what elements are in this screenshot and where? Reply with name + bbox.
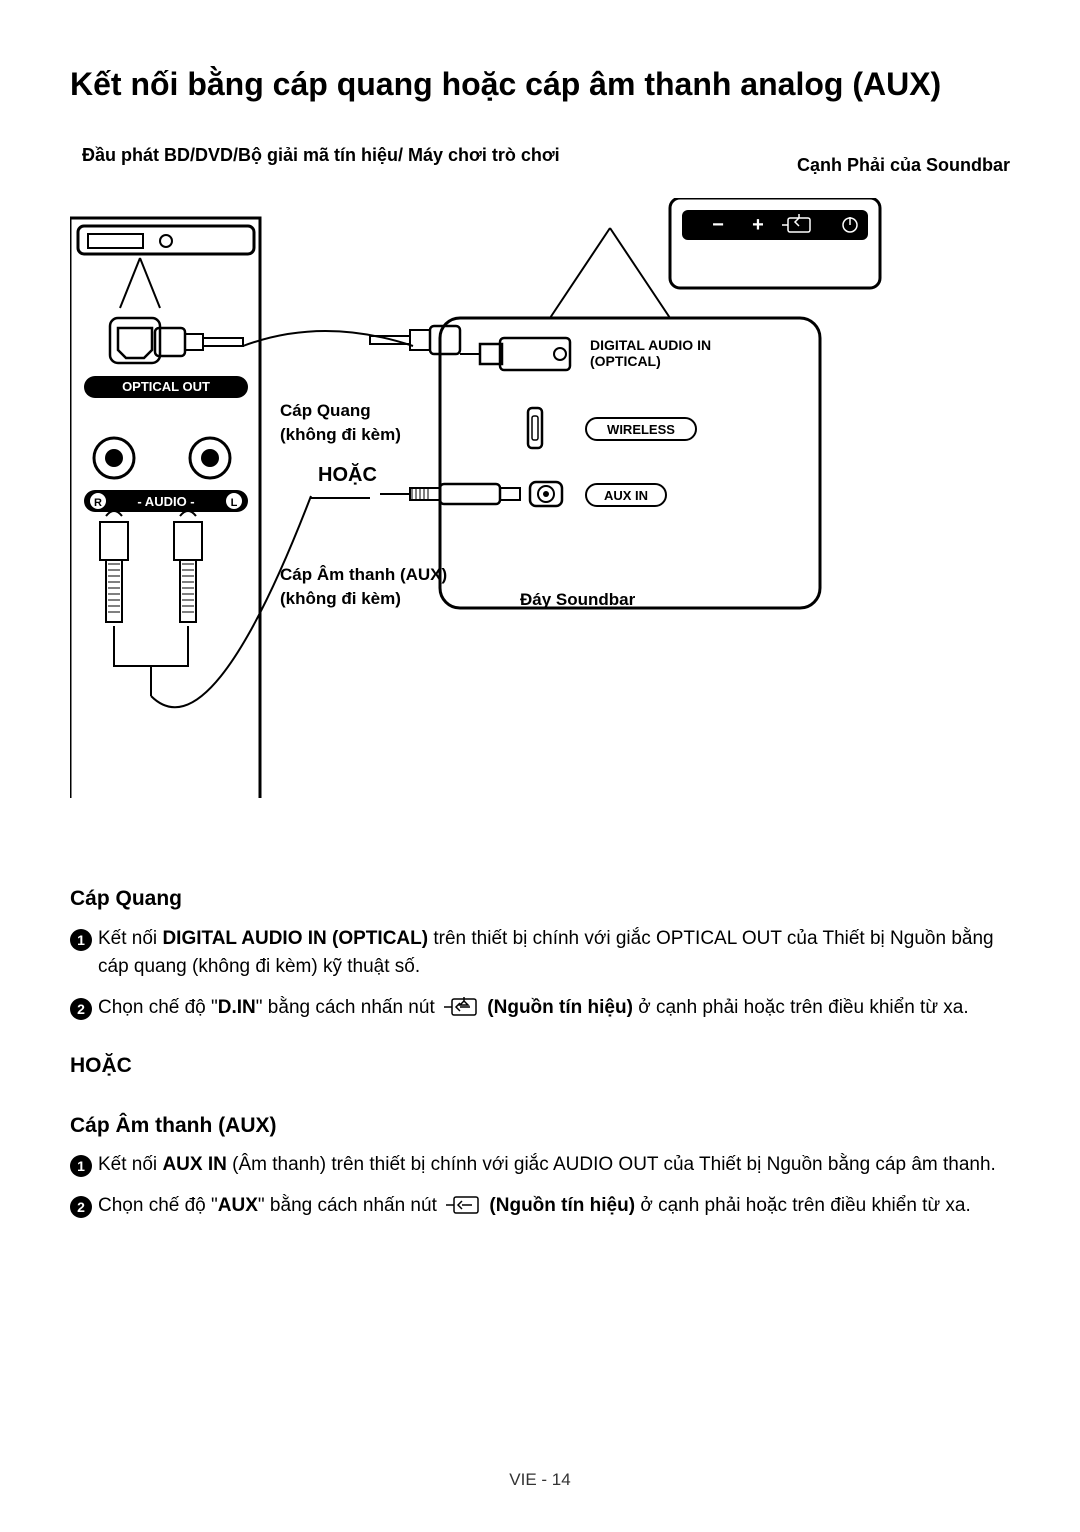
step-number-icon: 2: [70, 1196, 92, 1218]
connection-diagram: Đầu phát BD/DVD/Bộ giải mã tín hiệu/ Máy…: [70, 143, 1010, 763]
svg-text:AUX IN: AUX IN: [604, 488, 648, 503]
aux-section-heading: Cáp Âm thanh (AUX): [70, 1110, 1010, 1142]
source-device-label: Đầu phát BD/DVD/Bộ giải mã tín hiệu/ Máy…: [82, 143, 560, 168]
soundbar-bottom-panel-icon: DIGITAL AUDIO IN (OPTICAL) WIRELESS: [380, 318, 820, 608]
diagram-svg: OPTICAL OUT R L - AUDIO -: [70, 198, 1010, 798]
soundbar-right-label: Cạnh Phải của Soundbar: [797, 153, 1010, 178]
optical-steps-list: 1 Kết nối DIGITAL AUDIO IN (OPTICAL) trê…: [70, 925, 1010, 1023]
svg-text:R: R: [94, 497, 102, 509]
soundbar-side-panel-icon: − +: [670, 198, 880, 288]
optical-section-heading: Cáp Quang: [70, 883, 1010, 915]
step-number-icon: 2: [70, 998, 92, 1020]
aux-steps-list: 1 Kết nối AUX IN (Âm thanh) trên thiết b…: [70, 1151, 1010, 1220]
list-item: 2 Chọn chế độ "AUX" bằng cách nhấn nút (…: [70, 1192, 1010, 1221]
source-device-icon: OPTICAL OUT R L - AUDIO -: [70, 218, 260, 798]
source-button-icon: [446, 1195, 480, 1215]
step-number-icon: 1: [70, 929, 92, 951]
source-button-icon: [444, 997, 478, 1017]
svg-text:- AUDIO -: - AUDIO -: [137, 494, 194, 509]
svg-text:L: L: [231, 497, 238, 509]
svg-text:+: +: [752, 214, 764, 236]
list-item: 1 Kết nối AUX IN (Âm thanh) trên thiết b…: [70, 1151, 1010, 1180]
svg-text:−: −: [712, 214, 724, 236]
svg-text:DIGITAL AUDIO IN: DIGITAL AUDIO IN: [590, 337, 711, 353]
step-number-icon: 1: [70, 1155, 92, 1177]
svg-text:OPTICAL OUT: OPTICAL OUT: [122, 379, 210, 394]
page-footer: VIE - 14: [0, 1467, 1080, 1493]
svg-text:WIRELESS: WIRELESS: [607, 422, 675, 437]
list-item: 2 Chọn chế độ "D.IN" bằng cách nhấn nút …: [70, 994, 1010, 1023]
list-item: 1 Kết nối DIGITAL AUDIO IN (OPTICAL) trê…: [70, 925, 1010, 982]
svg-text:(OPTICAL): (OPTICAL): [590, 353, 661, 369]
optical-cable-icon: [155, 326, 460, 356]
or-heading: HOẶC: [70, 1050, 1010, 1082]
page-title: Kết nối bằng cáp quang hoặc cáp âm thanh…: [70, 60, 1010, 108]
